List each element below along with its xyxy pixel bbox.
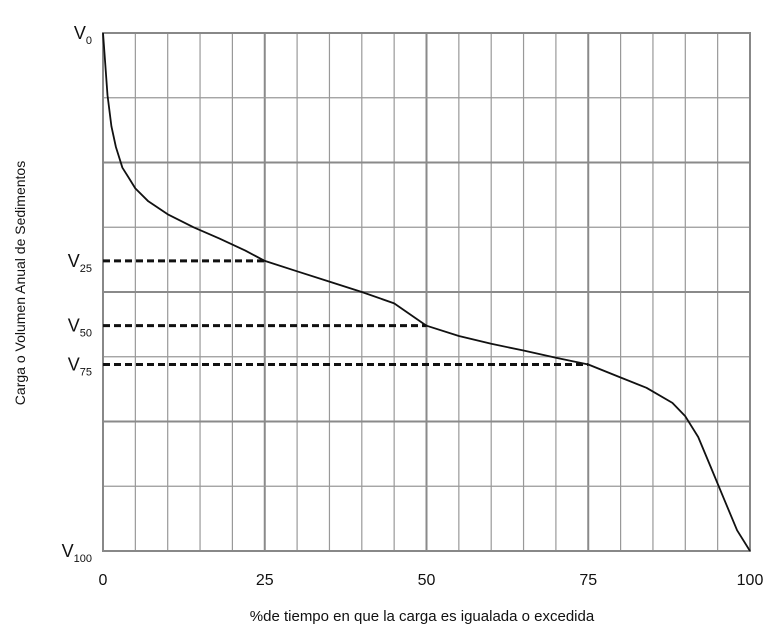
y-level-main: V [68, 316, 80, 336]
y-level-label: V50 [68, 316, 92, 340]
x-tick-label: 100 [737, 572, 764, 589]
x-tick-label: 75 [579, 572, 597, 589]
series-line-0 [102, 32, 751, 552]
y-axis-label: Carga o Volumen Anual de Sedimentos [12, 161, 28, 405]
y-level-subscript: 0 [86, 35, 92, 47]
x-axis-label: %de tiempo en que la carga es igualada o… [250, 608, 595, 625]
y-level-label: V0 [74, 23, 92, 47]
x-tick-labels: 0 25 50 75 100 [99, 572, 764, 589]
reference-lines [103, 259, 589, 367]
y-level-label: V25 [68, 251, 92, 275]
curve-layer [102, 32, 751, 552]
y-level-main: V [74, 23, 86, 43]
y-level-main: V [62, 541, 74, 561]
y-level-main: V [68, 251, 80, 271]
y-level-subscript: 100 [74, 553, 92, 565]
plot-border [102, 32, 751, 552]
y-level-subscript: 25 [80, 263, 92, 275]
plot-frame [102, 32, 751, 552]
y-level-subscript: 50 [80, 328, 92, 340]
grid [103, 33, 750, 551]
y-level-subscript: 75 [80, 367, 92, 379]
x-tick-label: 50 [418, 572, 436, 589]
x-tick-label: 25 [256, 572, 274, 589]
y-level-label: V75 [68, 355, 92, 379]
x-tick-label: 0 [99, 572, 108, 589]
y-level-label: V100 [62, 541, 92, 565]
y-level-main: V [68, 355, 80, 375]
